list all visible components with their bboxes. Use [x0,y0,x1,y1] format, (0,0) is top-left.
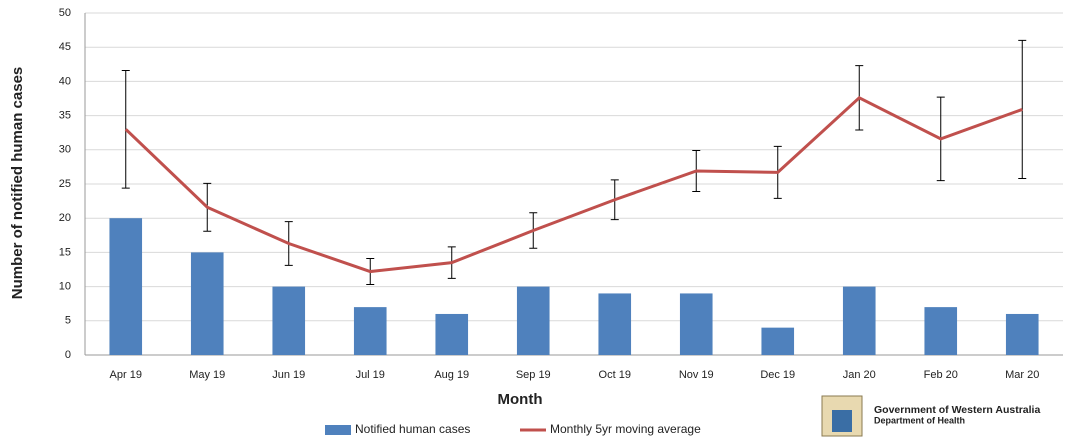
bar [761,327,795,355]
x-tick-label: Nov 19 [679,369,714,381]
legend-swatch [325,425,351,435]
x-tick-label: Jan 20 [843,369,876,381]
y-tick-label: 0 [65,349,71,361]
bar [190,252,224,355]
x-tick-label: Apr 19 [110,369,142,381]
logo-line1: Government of Western Australia [874,404,1040,416]
x-tick-label: Oct 19 [599,369,631,381]
bar [598,293,632,355]
legend-label: Monthly 5yr moving average [550,422,701,436]
y-tick-label: 45 [59,41,71,53]
bar [272,286,306,355]
y-tick-label: 5 [65,315,71,327]
bar [1005,313,1039,355]
x-tick-label: Mar 20 [1005,369,1039,381]
y-tick-label: 20 [59,212,71,224]
y-tick-label: 35 [59,110,71,122]
bar [842,286,876,355]
x-tick-label: Feb 20 [924,369,958,381]
bar [679,293,713,355]
x-tick-label: Jun 19 [272,369,305,381]
y-axis-label: Number of notified human cases [9,67,26,300]
line [124,96,1023,274]
x-tick-label: Jul 19 [356,369,385,381]
x-tick-label: Dec 19 [760,369,795,381]
logo-line2: Department of Health [874,415,965,425]
x-tick-label: Sep 19 [516,369,551,381]
x-tick-label: Aug 19 [434,369,469,381]
x-axis-label: Month [498,391,543,408]
y-tick-label: 15 [59,246,71,258]
legend-label: Notified human cases [355,422,470,436]
y-tick-label: 40 [59,75,71,87]
y-tick-label: 50 [59,7,71,19]
bar [516,286,550,355]
bar [109,218,143,355]
y-tick-label: 10 [59,281,71,293]
bar [353,307,387,355]
bar [435,313,469,355]
logo-shield [832,410,852,432]
bar [924,307,958,355]
y-tick-label: 30 [59,144,71,156]
y-tick-label: 25 [59,178,71,190]
logo: Government of Western Australia Departme… [821,395,1040,437]
x-tick-label: May 19 [189,369,225,381]
